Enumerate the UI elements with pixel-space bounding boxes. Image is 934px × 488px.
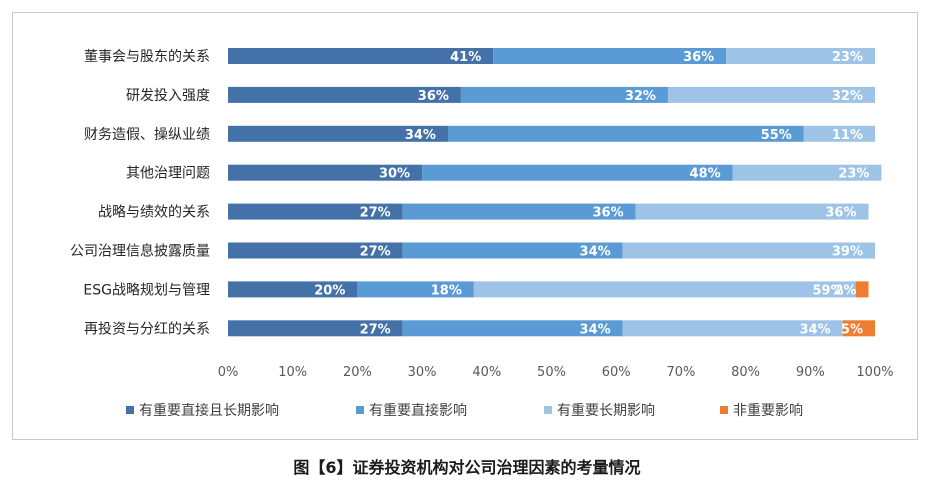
bar-data-label: 36%: [825, 206, 856, 221]
bar-data-label: 48%: [690, 167, 721, 182]
legend-swatch: [356, 406, 364, 414]
bar-segment: [402, 242, 623, 259]
legend-swatch: [126, 406, 134, 414]
bar-data-label: 55%: [761, 128, 792, 143]
bar-data-label: 2%: [834, 283, 856, 298]
category-label: 其他治理问题: [126, 166, 210, 182]
legend-label: 有重要直接且长期影响: [139, 402, 279, 419]
bar-segment: [842, 320, 875, 337]
bar-data-label: 23%: [838, 167, 869, 182]
bar-segment: [228, 125, 448, 142]
bar-data-label: 23%: [832, 50, 863, 65]
x-tick-label: 10%: [278, 365, 307, 380]
bar-segment: [402, 320, 623, 337]
x-tick-label: 50%: [537, 365, 566, 380]
x-tick-label: 80%: [731, 365, 760, 380]
category-label: 战略与绩效的关系: [98, 205, 210, 221]
bar-segment: [493, 48, 727, 64]
x-tick-label: 40%: [472, 365, 501, 380]
bars: [228, 48, 882, 337]
bar-segment: [622, 320, 843, 337]
category-label: 董事会与股东的关系: [84, 49, 210, 65]
bar-segment: [228, 48, 494, 64]
bar-segment: [460, 86, 668, 103]
category-label: 研发投入强度: [126, 88, 210, 104]
bar-data-label: 36%: [683, 50, 714, 65]
x-tick-label: 30%: [408, 365, 437, 380]
bar-segment: [732, 164, 882, 181]
bar-data-label: 34%: [405, 128, 436, 143]
category-labels: 董事会与股东的关系研发投入强度财务造假、操纵业绩其他治理问题战略与绩效的关系公司…: [70, 49, 210, 337]
bar-segment: [803, 125, 875, 142]
x-tick-label: 60%: [602, 365, 631, 380]
legend-swatch: [720, 406, 728, 414]
x-axis-ticks: 0% 10% 20% 30% 40% 50% 60% 70% 80% 90% 100%: [218, 365, 894, 380]
bar-data-label: 32%: [832, 89, 863, 104]
bar-data-label: 27%: [360, 206, 391, 221]
bar-segment: [667, 86, 875, 103]
bar-data-label: 27%: [360, 322, 391, 337]
legend-label: 非重要影响: [733, 403, 803, 419]
bar-segment: [228, 86, 461, 103]
bar-data-label: 36%: [592, 206, 623, 221]
bar-data-label: 34%: [580, 245, 611, 260]
bar-segment: [447, 125, 804, 142]
category-label: 公司治理信息披露质量: [70, 243, 210, 260]
bar-data-label: 41%: [450, 50, 481, 65]
bar-data-label: 39%: [832, 245, 863, 260]
bar-segment: [622, 242, 875, 259]
bar-data-label: 11%: [832, 128, 863, 143]
bar-data-label: 34%: [800, 322, 831, 337]
bar-segment: [228, 164, 423, 181]
bar-data-label: 59%: [812, 283, 843, 298]
x-tick-label: 100%: [856, 365, 893, 380]
bar-data-label: 20%: [314, 283, 345, 298]
bar-segment: [357, 281, 474, 298]
bar-data-label: 30%: [379, 167, 410, 182]
x-tick-label: 0%: [218, 365, 239, 380]
x-tick-label: 70%: [666, 365, 695, 380]
bar-data-label: 27%: [360, 245, 391, 260]
bar-segment: [422, 164, 733, 181]
bar-data-label: 5%: [841, 322, 863, 337]
legend-swatch: [544, 406, 552, 414]
legend-label: 有重要直接影响: [369, 402, 467, 419]
category-label: 再投资与分红的关系: [84, 321, 210, 337]
bar-segment: [402, 203, 636, 220]
x-tick-label: 90%: [796, 365, 825, 380]
bar-data-labels: 41% 36% 23% 36% 32% 32% 34% 55% 11% 30% 48% 23% 27% 3…: [314, 50, 869, 337]
bar-data-label: 18%: [431, 283, 462, 298]
bar-segment: [473, 281, 856, 298]
legend-label: 有重要长期影响: [557, 403, 655, 419]
legend: 有重要直接且长期影响 有重要直接影响 有重要长期影响 非重要影响: [126, 402, 803, 419]
bar-segment: [855, 281, 869, 298]
category-label: 财务造假、操纵业绩: [84, 127, 210, 143]
category-label: ESG战略规划与管理: [83, 282, 210, 298]
figure-caption: 图【6】证券投资机构对公司治理因素的考量情况: [293, 458, 641, 477]
bar-data-label: 36%: [418, 89, 449, 104]
bar-segment: [228, 320, 403, 337]
bar-data-label: 32%: [625, 89, 656, 104]
x-tick-label: 20%: [343, 365, 372, 380]
chart-frame: [12, 12, 918, 440]
bar-data-label: 34%: [580, 322, 611, 337]
bar-segment: [228, 203, 403, 220]
bar-segment: [635, 203, 869, 220]
bar-segment: [726, 48, 875, 64]
stacked-bar-chart: 董事会与股东的关系研发投入强度财务造假、操纵业绩其他治理问题战略与绩效的关系公司…: [70, 48, 894, 419]
bar-segment: [228, 281, 358, 298]
bar-segment: [228, 242, 403, 259]
